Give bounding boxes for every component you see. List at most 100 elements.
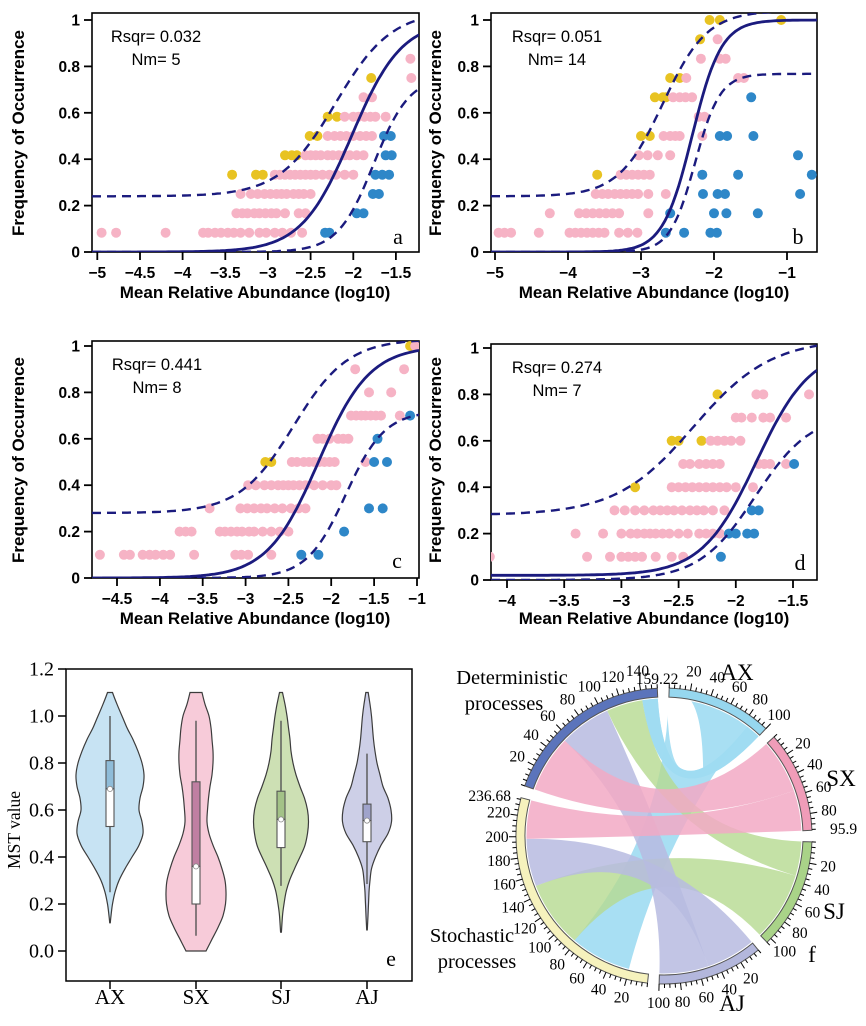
svg-text:220: 220 <box>487 805 511 822</box>
svg-text:−4.5: −4.5 <box>125 265 156 282</box>
svg-text:20: 20 <box>686 664 702 681</box>
svg-text:−5: −5 <box>88 265 106 282</box>
svg-text:1.0: 1.0 <box>29 706 54 728</box>
svg-text:0.8: 0.8 <box>58 59 80 76</box>
svg-text:0.6: 0.6 <box>29 800 54 822</box>
svg-text:1.2: 1.2 <box>29 659 54 681</box>
svg-text:20: 20 <box>614 990 630 1007</box>
svg-text:−3: −3 <box>632 265 650 282</box>
svg-text:95.9: 95.9 <box>830 821 857 838</box>
svg-text:0: 0 <box>71 571 80 588</box>
svg-text:−2.5: −2.5 <box>273 591 304 608</box>
svg-text:80: 80 <box>560 692 576 709</box>
svg-text:−1: −1 <box>408 591 426 608</box>
svg-text:processes: processes <box>465 693 544 715</box>
svg-text:80: 80 <box>550 956 566 973</box>
svg-text:1: 1 <box>71 13 80 30</box>
svg-text:Rsqr= 0.051: Rsqr= 0.051 <box>512 28 602 46</box>
svg-text:−2: −2 <box>322 591 340 608</box>
svg-text:1: 1 <box>470 13 479 30</box>
svg-text:100: 100 <box>767 707 791 724</box>
svg-text:−4.5: −4.5 <box>102 591 133 608</box>
svg-text:100: 100 <box>773 944 797 961</box>
svg-text:a: a <box>393 224 403 249</box>
svg-text:120: 120 <box>513 920 537 937</box>
svg-text:−4: −4 <box>151 591 169 608</box>
svg-text:80: 80 <box>792 925 808 942</box>
svg-text:Rsqr= 0.441: Rsqr= 0.441 <box>112 356 202 374</box>
svg-text:SX: SX <box>183 985 210 1009</box>
svg-text:60: 60 <box>699 990 715 1007</box>
svg-text:−3.5: −3.5 <box>549 593 580 610</box>
svg-text:60: 60 <box>805 904 821 921</box>
svg-text:Nm= 8: Nm= 8 <box>132 379 181 397</box>
svg-text:Mean Relative Abundance (log10: Mean Relative Abundance (log10) <box>519 609 789 628</box>
svg-text:−3.5: −3.5 <box>187 591 218 608</box>
svg-text:AX: AX <box>720 660 754 685</box>
svg-text:MST value: MST value <box>4 791 24 869</box>
svg-text:Nm= 7: Nm= 7 <box>532 382 581 400</box>
svg-text:0: 0 <box>470 245 479 262</box>
svg-text:AX: AX <box>95 985 125 1009</box>
svg-text:Frequency of Occurrence: Frequency of Occurrence <box>426 30 445 236</box>
svg-text:100: 100 <box>528 940 552 957</box>
svg-text:Frequency of Occurrence: Frequency of Occurrence <box>9 357 28 563</box>
svg-text:0.6: 0.6 <box>58 105 80 122</box>
svg-text:−4: −4 <box>559 265 577 282</box>
svg-text:0.0: 0.0 <box>29 941 54 963</box>
svg-text:0.8: 0.8 <box>457 387 479 404</box>
svg-text:80: 80 <box>821 803 837 820</box>
svg-text:−3.5: −3.5 <box>210 265 241 282</box>
svg-text:−4: −4 <box>498 593 516 610</box>
svg-text:0.6: 0.6 <box>457 433 479 450</box>
svg-text:80: 80 <box>675 994 691 1011</box>
svg-text:SJ: SJ <box>271 985 291 1009</box>
svg-text:0.2: 0.2 <box>58 524 80 541</box>
svg-text:−2: −2 <box>727 593 745 610</box>
svg-text:−3: −3 <box>237 591 255 608</box>
svg-text:160: 160 <box>493 877 517 894</box>
svg-text:−1.5: −1.5 <box>778 593 809 610</box>
svg-text:Frequency of Occurrence: Frequency of Occurrence <box>9 30 28 236</box>
svg-text:−2: −2 <box>344 265 362 282</box>
svg-text:−1.5: −1.5 <box>359 591 390 608</box>
svg-text:−3: −3 <box>259 265 277 282</box>
svg-text:159.22: 159.22 <box>636 671 679 688</box>
svg-text:0.6: 0.6 <box>58 431 80 448</box>
svg-text:Frequency of Occurrence: Frequency of Occurrence <box>426 357 445 563</box>
svg-text:1: 1 <box>71 339 80 356</box>
svg-text:AJ: AJ <box>355 985 378 1009</box>
svg-text:d: d <box>795 550 806 575</box>
svg-text:Deterministic: Deterministic <box>456 667 568 689</box>
svg-text:Mean Relative Abundance (log10: Mean Relative Abundance (log10) <box>120 283 390 302</box>
svg-text:80: 80 <box>753 692 769 709</box>
svg-text:−1.5: −1.5 <box>381 265 412 282</box>
svg-text:−2.5: −2.5 <box>295 265 326 282</box>
svg-text:200: 200 <box>485 829 509 846</box>
svg-text:e: e <box>386 946 396 971</box>
svg-text:236.68: 236.68 <box>468 788 511 805</box>
svg-text:f: f <box>808 942 816 967</box>
svg-text:Stochastic: Stochastic <box>430 925 514 947</box>
svg-text:−2: −2 <box>705 265 723 282</box>
svg-text:20: 20 <box>795 735 811 752</box>
svg-text:0: 0 <box>470 573 479 590</box>
svg-text:100: 100 <box>578 679 602 696</box>
svg-text:0.4: 0.4 <box>457 152 479 169</box>
svg-text:−2.5: −2.5 <box>663 593 694 610</box>
svg-text:Rsqr= 0.274: Rsqr= 0.274 <box>512 359 602 377</box>
svg-text:20: 20 <box>510 748 526 765</box>
svg-text:0.2: 0.2 <box>58 198 80 215</box>
svg-text:AJ: AJ <box>719 991 745 1016</box>
svg-text:−4: −4 <box>174 265 192 282</box>
svg-text:b: b <box>793 224 804 249</box>
svg-text:Rsqr= 0.032: Rsqr= 0.032 <box>111 28 201 46</box>
svg-text:120: 120 <box>601 669 625 686</box>
svg-text:Mean Relative Abundance (log10: Mean Relative Abundance (log10) <box>120 609 390 628</box>
svg-text:20: 20 <box>820 859 836 876</box>
svg-text:40: 40 <box>807 756 823 773</box>
svg-text:0: 0 <box>71 245 80 262</box>
svg-text:SJ: SJ <box>823 899 845 924</box>
svg-text:1: 1 <box>470 341 479 358</box>
svg-text:100: 100 <box>647 995 671 1012</box>
